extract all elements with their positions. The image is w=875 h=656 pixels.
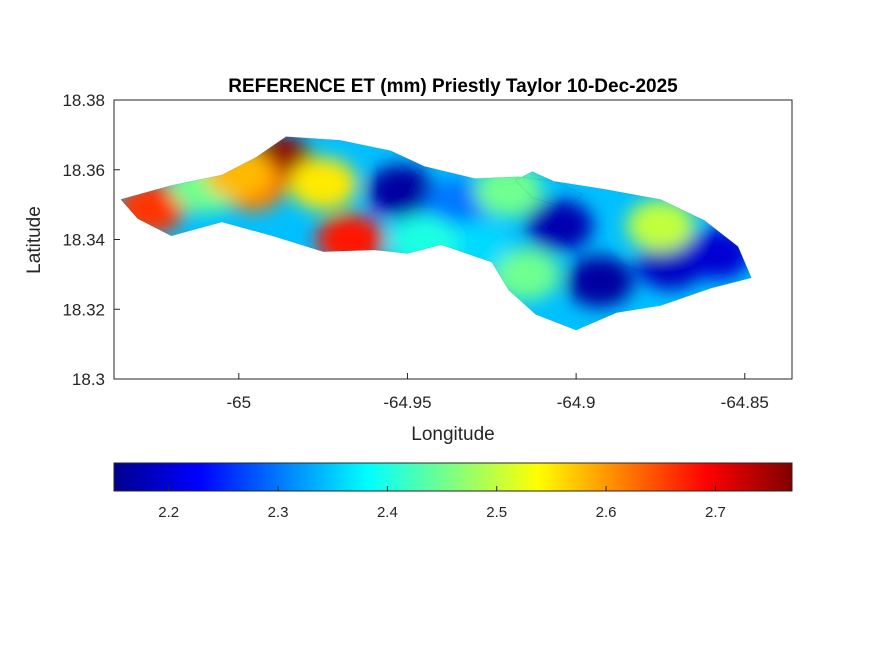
y-tick-label-1: 18.32 xyxy=(62,300,105,319)
colorbar-tick-label-4: 2.6 xyxy=(596,504,617,521)
y-tick-label-3: 18.36 xyxy=(62,161,105,180)
heat-cell-10 xyxy=(525,199,594,252)
x-tick-label-2: -64.9 xyxy=(557,393,596,412)
x-axis-label: Longitude xyxy=(411,424,494,445)
heat-cell-13 xyxy=(626,199,695,252)
colorbar-tick-label-0: 2.2 xyxy=(158,504,179,521)
x-tick-label-0: -65 xyxy=(227,393,252,412)
heat-cell-14 xyxy=(491,248,560,301)
colorbar-tick-label-1: 2.3 xyxy=(268,504,289,521)
x-tick-label-1: -64.95 xyxy=(383,393,431,412)
colorbar-tick-label-3: 2.5 xyxy=(486,504,507,521)
island-outline xyxy=(119,136,753,331)
heat-cell-11 xyxy=(565,255,634,308)
x-axis-ticks: -65 -64.95 -64.9 -64.85 xyxy=(227,373,769,412)
y-tick-label-2: 18.34 xyxy=(62,231,105,250)
x-tick-label-3: -64.85 xyxy=(721,393,769,412)
colorbar xyxy=(113,462,793,492)
y-tick-label-0: 18.3 xyxy=(72,370,105,389)
colorbar-tick-label-5: 2.7 xyxy=(705,504,726,521)
y-axis-ticks: 18.3 18.32 18.34 18.36 18.38 xyxy=(62,91,120,389)
y-axis-label: Latitude xyxy=(24,206,45,274)
colorbar-ticks: 2.2 2.3 2.4 2.5 2.6 2.7 xyxy=(158,486,726,521)
colorbar-tick-label-2: 2.4 xyxy=(377,504,398,521)
et-heatmap xyxy=(120,136,752,331)
value-blobs xyxy=(120,136,752,308)
heat-cell-7 xyxy=(366,164,435,217)
chart-title: REFERENCE ET (mm) Priestly Taylor 10-Dec… xyxy=(228,76,678,97)
heat-cell-3 xyxy=(289,157,358,210)
y-tick-label-4: 18.38 xyxy=(62,91,105,110)
